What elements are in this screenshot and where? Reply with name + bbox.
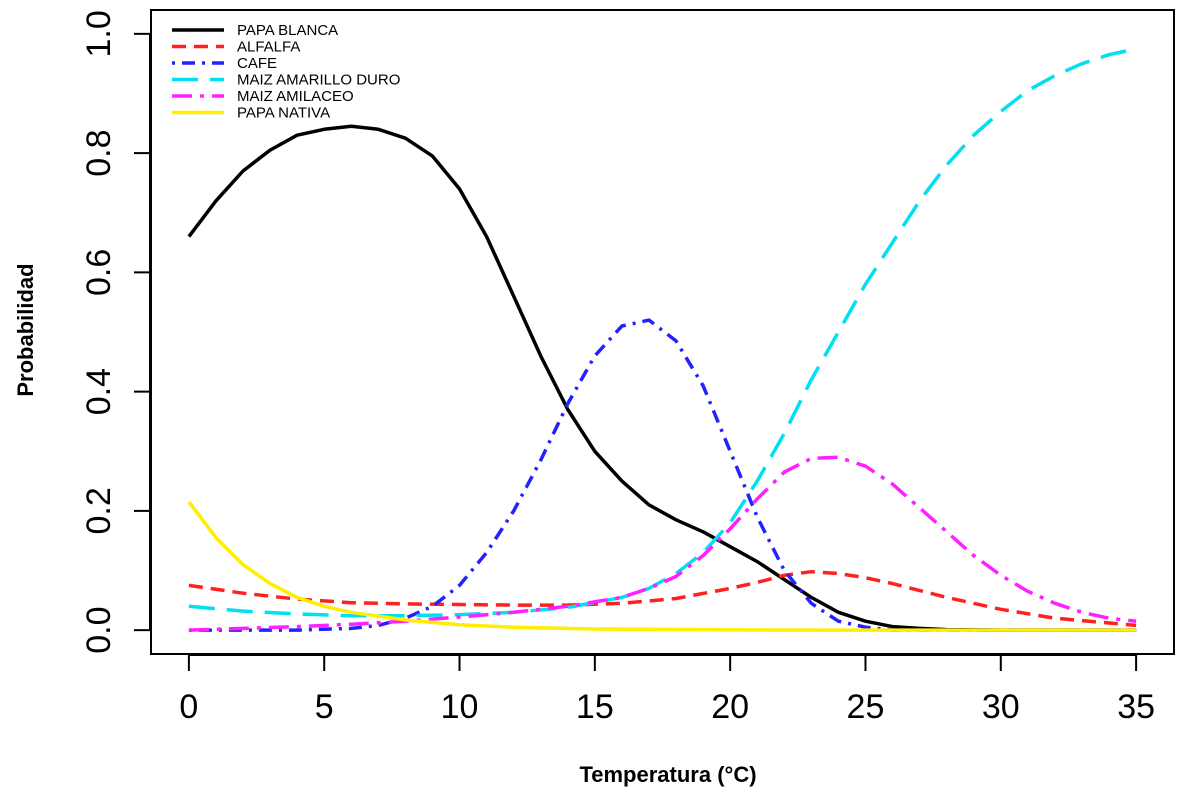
y-axis: 0.0 0.2 0.4 0.6 0.8 1.0 <box>80 10 151 654</box>
x-tick-label: 0 <box>179 688 198 726</box>
x-tick-label: 15 <box>576 688 614 726</box>
x-tick-label: 10 <box>441 688 479 726</box>
legend-label: MAIZ AMARILLO DURO <box>237 72 400 89</box>
series-layer <box>187 47 1137 632</box>
legend-label: CAFE <box>237 55 277 72</box>
x-tick-label: 25 <box>847 688 885 726</box>
y-tick-label: 0.2 <box>80 487 118 534</box>
y-axis-title: Probabilidad <box>13 263 38 396</box>
legend-label: ALFALFA <box>237 39 300 56</box>
series-line-6 <box>187 500 1137 632</box>
series-line-2 <box>188 569 1137 628</box>
x-tick-label: 20 <box>711 688 749 726</box>
y-tick-label: 0.6 <box>80 249 118 296</box>
x-tick-label: 35 <box>1117 688 1155 726</box>
x-tick-label: 5 <box>315 688 334 726</box>
legend-label: MAIZ AMILACEO <box>237 88 354 105</box>
series-line-4 <box>188 47 1137 618</box>
x-axis: 0 5 10 15 20 25 30 35 <box>179 654 1155 726</box>
legend-label: PAPA NATIVA <box>237 105 330 122</box>
series-line-1 <box>187 124 1137 632</box>
x-tick-label: 30 <box>982 688 1020 726</box>
x-axis-title: Temperatura (°C) <box>579 762 756 787</box>
y-tick-label: 0.4 <box>80 368 118 415</box>
y-tick-label: 0.0 <box>80 607 118 654</box>
series-line-5 <box>188 455 1137 632</box>
y-tick-label: 1.0 <box>80 10 118 57</box>
series-line-3 <box>188 318 1137 632</box>
legend-label: PAPA BLANCA <box>237 22 338 39</box>
y-tick-label: 0.8 <box>80 129 118 176</box>
